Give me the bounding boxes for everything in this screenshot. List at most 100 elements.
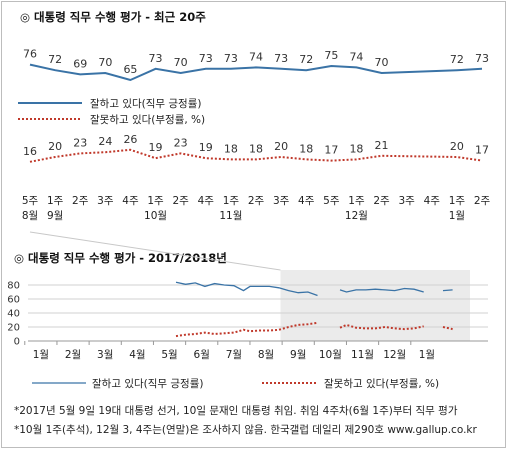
- chart-2-x-tick-9: 10월: [319, 349, 342, 361]
- chart-2-x-tick-11: 12월: [383, 349, 406, 361]
- chart-2-x-tick-8: 9월: [290, 349, 306, 361]
- chart-2-series-approve-line-segment-1: [339, 287, 424, 293]
- chart-1-x-tick-month-0: 8월: [22, 210, 38, 222]
- chart-1-data-label-approve-10: 73: [274, 52, 288, 65]
- chart-1-data-label-approve-13: 74: [349, 50, 363, 63]
- chart-2-x-tick-0: 1월: [33, 349, 49, 361]
- chart-1-x-tick-month-5: 10월: [144, 210, 167, 222]
- chart-1-data-label-approve-6: 70: [174, 56, 188, 69]
- chart-1-x-tick-week-6: 2주: [172, 195, 189, 207]
- chart-1-x-tick-week-2: 2주: [72, 195, 89, 207]
- chart-1-data-label-disapprove-12: 17: [324, 144, 338, 157]
- legend-approve-label: 잘하고 있다(직무 긍정률): [90, 97, 201, 110]
- chart-1-series-approve-line: [29, 63, 483, 82]
- chart-2-x-tick-4: 5월: [161, 349, 177, 361]
- chart-2-x-tick-12: 1월: [419, 349, 435, 361]
- chart-1-x-tick-week-7: 4주: [198, 195, 215, 207]
- chart-2-y-tick-40: 40: [7, 309, 20, 320]
- chart-1-x-tick-week-9: 2주: [248, 195, 265, 207]
- chart-2-plot: 0 20 40 60 80 1월 2월 3월 4월 5월 6월 7월 8월 9월 10월 11월 12월 1월잘하…: [7, 231, 488, 390]
- chart-2-x-tick-1: 2월: [65, 349, 81, 361]
- chart-1-data-label-approve-7: 73: [199, 52, 213, 65]
- chart-2-series-disapprove-line-segment-0: [175, 321, 318, 338]
- chart-1-data-label-disapprove-5: 19: [149, 141, 163, 154]
- chart-1-data-label-approve-14: 70: [375, 56, 389, 69]
- chart-1-data-label-disapprove-2: 23: [73, 136, 87, 149]
- chart-2-series-disapprove-line-segment-2: [442, 326, 453, 331]
- chart-1-x-tick-week-5: 1주: [147, 195, 164, 207]
- chart-1-data-label-disapprove-3: 24: [98, 135, 112, 148]
- chart-1-x-tick-week-8: 1주: [223, 195, 240, 207]
- chart-1-x-tick-month-13: 12월: [345, 210, 368, 222]
- chart-1-data-label-approve-18: 73: [475, 52, 489, 65]
- chart-1-x-tick-week-17: 1주: [449, 195, 466, 207]
- chart-1-x-tick-week-11: 4주: [298, 195, 315, 207]
- chart-2-series-approve-line-segment-2: [442, 289, 453, 292]
- footnote-2: *10월 1주(추석), 12월 3, 4주는(연말)은 조사하지 않음. 한국…: [14, 423, 477, 436]
- chart-1-data-label-disapprove-4: 26: [123, 133, 137, 146]
- chart-1-x-tick-week-0: 5주: [22, 195, 39, 207]
- chart-1-data-label-approve-11: 72: [299, 53, 313, 66]
- chart-1-data-label-disapprove-14: 21: [375, 139, 389, 152]
- chart-2-series-disapprove-line-segment-1: [339, 323, 424, 331]
- chart-1-data-label-approve-4: 65: [123, 63, 137, 76]
- chart-1-data-label-disapprove-17: 20: [450, 140, 464, 153]
- chart-1-x-tick-week-10: 3주: [273, 195, 290, 207]
- chart-1-x-tick-week-3: 3주: [97, 195, 114, 207]
- chart-2-x-tick-5: 6월: [194, 349, 210, 361]
- chart-2-y-tick-20: 20: [7, 323, 20, 334]
- chart-2-x-tick-2: 3월: [97, 349, 113, 361]
- chart-1-data-label-approve-12: 75: [324, 49, 338, 62]
- chart-1-x-tick-week-16: 4주: [424, 195, 441, 207]
- chart-2-y-tick-60: 60: [7, 295, 20, 306]
- footnote-1: *2017년 5월 9일 19대 대통령 선거, 10일 문재인 대통령 취임.…: [14, 404, 458, 417]
- chart-1-x-tick-week-14: 2주: [373, 195, 390, 207]
- chart-1-data-label-disapprove-9: 18: [249, 142, 263, 155]
- chart-1-data-label-approve-0: 76: [23, 48, 37, 61]
- chart-2-legend-approve-label: 잘하고 있다(직무 긍정률): [92, 377, 203, 390]
- chart-2-x-tick-6: 7월: [226, 349, 242, 361]
- chart-2-x-tick-3: 4월: [129, 349, 145, 361]
- chart-1-data-label-disapprove-0: 16: [23, 145, 37, 158]
- chart-2-title: ◎ 대통령 직무 수행 평가 - 2017/2018년: [14, 251, 227, 265]
- chart-1-data-label-disapprove-11: 18: [299, 142, 313, 155]
- chart-1-data-label-approve-8: 73: [224, 52, 238, 65]
- chart-1-x-tick-week-4: 4주: [122, 195, 139, 207]
- chart-1-x-tick-week-18: 2주: [474, 195, 491, 207]
- chart-1-x-tick-week-15: 3주: [398, 195, 415, 207]
- chart-1-x-tick-month-8: 11월: [219, 210, 242, 222]
- chart-2-legend-disapprove-label: 잘못하고 있다(부정률, %): [324, 377, 439, 390]
- chart-1-data-label-disapprove-7: 19: [199, 141, 213, 154]
- chart-1-title: ◎ 대통령 직무 수행 평가 - 최근 20주: [20, 10, 206, 24]
- chart-1-data-label-disapprove-6: 23: [174, 136, 188, 149]
- chart-2-connector-line: [29, 231, 281, 271]
- chart-1-data-label-disapprove-18: 17: [475, 144, 489, 157]
- chart-1-plot: 잘하고 있다(직무 긍정률) 잘못하고 있다(부정률, %) 76 72 69 70 65 7…: [18, 48, 491, 222]
- chart-1-data-label-approve-17: 72: [450, 53, 464, 66]
- chart-1-x-tick-month-17: 1월: [449, 210, 465, 222]
- chart-1-x-tick-week-1: 1주: [47, 195, 64, 207]
- chart-2-x-tick-10: 11월: [351, 349, 374, 361]
- chart-2-y-tick-80: 80: [7, 281, 20, 292]
- chart-2-shaded-recent-period: [280, 270, 470, 341]
- chart-1-series-disapprove-line: [29, 148, 483, 163]
- chart-1-data-label-disapprove-10: 20: [274, 140, 288, 153]
- chart-1-x-tick-month-1: 9월: [47, 210, 63, 222]
- chart-2-series-approve-line-segment-0: [175, 281, 318, 297]
- chart-1-data-label-approve-1: 72: [48, 53, 62, 66]
- chart-1-data-label-approve-2: 69: [73, 57, 87, 70]
- chart-1-data-label-approve-3: 70: [98, 56, 112, 69]
- chart-1-data-label-approve-9: 74: [249, 50, 263, 63]
- chart-1-data-label-disapprove-1: 20: [48, 140, 62, 153]
- legend-disapprove-label: 잘못하고 있다(부정률, %): [90, 113, 205, 126]
- chart-1-x-tick-week-12: 5주: [323, 195, 340, 207]
- chart-2-x-tick-7: 8월: [258, 349, 274, 361]
- chart-1-x-tick-week-13: 1주: [348, 195, 365, 207]
- chart-2-y-tick-0: 0: [14, 337, 20, 348]
- chart-1-data-label-disapprove-8: 18: [224, 142, 238, 155]
- chart-1-data-label-disapprove-13: 18: [349, 142, 363, 155]
- chart-1-data-label-approve-5: 73: [149, 52, 163, 65]
